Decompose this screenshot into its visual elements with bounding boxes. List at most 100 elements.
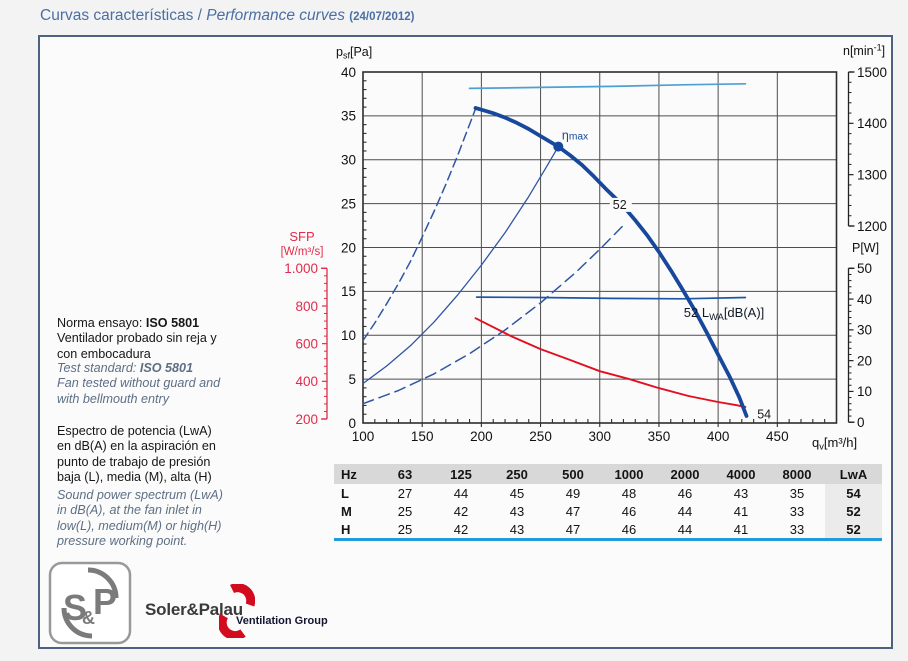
table-cell: 25 [397, 503, 413, 519]
x-tick-label: 450 [766, 429, 789, 444]
table-cell: 46 [677, 485, 693, 501]
table-cell: 27 [397, 485, 413, 501]
power-axis-tick-label: 10 [857, 384, 872, 399]
datasheet-panel [38, 35, 893, 649]
band-label: M [341, 503, 352, 519]
table-header-2000: 2000 [657, 464, 713, 484]
sp-logo-frame [48, 561, 132, 645]
system-curve-medium [362, 145, 559, 385]
x-tick-label: 350 [648, 429, 671, 444]
flow-axis-title: qv[m³/h] [812, 435, 857, 452]
table-cell: 48 [621, 485, 637, 501]
sound-spectrum-table: Hz 63 125 250 500 1000 2000 4000 8000 LwA L 27 44 45 4… [334, 464, 882, 541]
sfp-axis-tick-label: 200 [295, 412, 318, 427]
sp-logo-s: S [63, 587, 87, 628]
power-axis-tick-label: 50 [857, 261, 872, 276]
psf-tick-label: 30 [341, 153, 356, 168]
psf-tick-label: 40 [341, 65, 356, 80]
eta-max-point [553, 141, 564, 152]
lwa-value: 52 [825, 502, 882, 520]
sp-logo-arc-top [87, 567, 119, 599]
psf-tick-label: 5 [348, 372, 356, 387]
x-tick-label: 100 [352, 429, 375, 444]
psf-tick-label: 35 [341, 109, 356, 124]
table-cell: 43 [509, 521, 525, 537]
x-tick-label: 250 [529, 429, 552, 444]
eta-max-label: ηmax [562, 129, 589, 143]
table-header-125: 125 [433, 464, 489, 484]
system-curve-high-dashed [362, 108, 477, 342]
table-cell: 25 [397, 521, 413, 537]
page-title: Curvas características / Performance cur… [40, 7, 414, 25]
curve-54-label: 54 [757, 408, 771, 422]
test-standard-note-en: Test standard: ISO 5801 Fan tested witho… [57, 361, 297, 407]
psf-tick-label: 25 [341, 196, 356, 211]
sfp-axis-units: [W/m³/s] [281, 246, 324, 258]
table-header-1000: 1000 [601, 464, 657, 484]
speed-axis-tick-label: 1400 [857, 116, 887, 131]
band-label: H [341, 521, 351, 537]
lwa-52-curve [475, 296, 747, 300]
sound-spectrum-note-es: Espectro de potencia (LwA) en dB(A) en l… [57, 424, 216, 484]
table-cell: 41 [733, 521, 749, 537]
table-cell: 35 [789, 485, 805, 501]
x-tick-label: 150 [411, 429, 434, 444]
table-header-LwA: LwA [825, 464, 882, 484]
psf-tick-label: 15 [341, 284, 356, 299]
ventilation-group-swirl-icon [219, 584, 255, 638]
power-axis-title: P[W] [852, 241, 879, 255]
psf-tick-label: 10 [341, 328, 356, 343]
x-tick-label: 400 [707, 429, 730, 444]
test-standard: ISO 5801 [139, 361, 194, 375]
title-es: Curvas características / [40, 7, 207, 24]
test-label: Test standard: [57, 361, 140, 375]
sfp-axis-tick-label: 1.000 [284, 261, 318, 276]
table-header-Hz: Hz [334, 464, 377, 484]
norma-standard: ISO 5801 [145, 316, 200, 330]
table-row-M: M 25 42 43 47 46 44 41 33 52 [334, 502, 882, 520]
table-cell: 46 [621, 521, 637, 537]
table-cell: 43 [509, 503, 525, 519]
table-header-63: 63 [377, 464, 433, 484]
table-cell: 47 [565, 521, 581, 537]
table-header-500: 500 [545, 464, 601, 484]
company-name: Soler&Palau [145, 600, 243, 619]
sp-logo-amp: & [82, 608, 95, 628]
lwa-52-label: 52 LWA[dB(A)] [684, 305, 765, 322]
sfp-axis-tick-label: 600 [295, 336, 318, 351]
table-cell: 45 [509, 485, 525, 501]
title-en: Performance curves [206, 7, 350, 24]
power-axis-tick-label: 20 [857, 353, 872, 368]
power-axis-tick-label: 30 [857, 323, 872, 338]
table-cell: 46 [621, 503, 637, 519]
table-cell: 44 [677, 521, 693, 537]
norma-label: Norma ensayo: [57, 316, 146, 330]
table-cell: 44 [677, 503, 693, 519]
band-label: L [341, 485, 349, 501]
table-header-4000: 4000 [713, 464, 769, 484]
curve-52-label: 52 [613, 198, 627, 212]
speed-axis-tick-label: 1500 [857, 65, 887, 80]
speed-curve [468, 82, 747, 90]
table-row-L: L 27 44 45 49 48 46 43 35 54 [334, 484, 882, 502]
power-axis-tick-label: 40 [857, 292, 872, 307]
table-cell: 47 [565, 503, 581, 519]
table-cell: 42 [453, 503, 469, 519]
sound-spectrum-table-wrap: Hz 63 125 250 500 1000 2000 4000 8000 LwA L 27 44 45 4… [334, 464, 882, 541]
lwa-value: 54 [825, 484, 882, 502]
table-cell: 49 [565, 485, 581, 501]
sp-logo-p: P [93, 581, 117, 622]
x-tick-label: 200 [470, 429, 493, 444]
table-header-8000: 8000 [769, 464, 825, 484]
table-cell: 41 [733, 503, 749, 519]
system-curve-low-dashed [362, 222, 627, 405]
table-row-H: H 25 42 43 47 46 44 41 33 52 [334, 520, 882, 540]
sp-logo-arc-bottom [61, 607, 93, 639]
speed-axis-tick-label: 1300 [857, 167, 887, 182]
title-date: (24/07/2012) [349, 11, 415, 23]
psf-tick-label: 0 [348, 416, 356, 431]
table-header-250: 250 [489, 464, 545, 484]
sfp-curve [474, 317, 747, 408]
